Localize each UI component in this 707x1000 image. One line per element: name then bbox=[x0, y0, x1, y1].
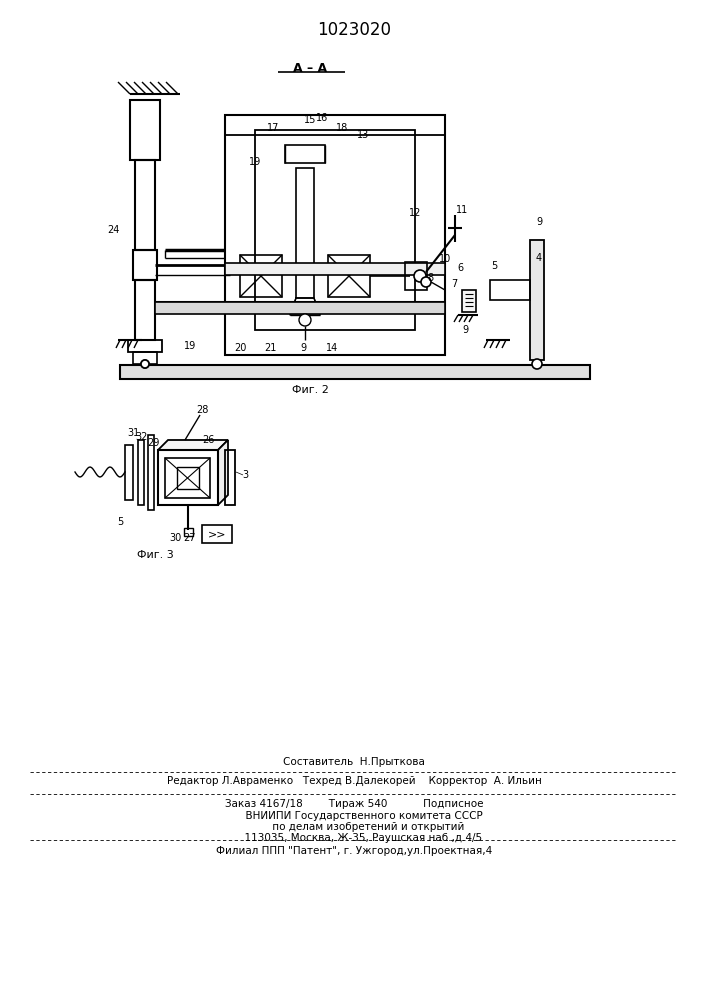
Text: 13: 13 bbox=[357, 130, 369, 140]
Bar bbox=[135, 160, 155, 250]
Text: 19: 19 bbox=[249, 157, 261, 167]
Bar bbox=[133, 352, 157, 364]
Text: 28: 28 bbox=[196, 405, 208, 415]
Text: 26: 26 bbox=[201, 435, 214, 445]
Text: Заказ 4167/18        Тираж 540           Подписное: Заказ 4167/18 Тираж 540 Подписное bbox=[225, 799, 484, 809]
Text: 16: 16 bbox=[316, 113, 328, 123]
Text: 27: 27 bbox=[184, 533, 197, 543]
Bar bbox=[255, 130, 415, 330]
Text: 9: 9 bbox=[536, 217, 542, 227]
Bar bbox=[155, 302, 445, 314]
Text: 21: 21 bbox=[264, 343, 276, 353]
Text: 3: 3 bbox=[242, 470, 248, 480]
Bar bbox=[225, 263, 445, 275]
Text: 5: 5 bbox=[491, 261, 497, 271]
Text: 5: 5 bbox=[117, 517, 123, 527]
Bar bbox=[130, 100, 160, 160]
Text: 9: 9 bbox=[462, 325, 468, 335]
Text: 17: 17 bbox=[267, 123, 279, 133]
Text: 15: 15 bbox=[304, 115, 316, 125]
Text: >>: >> bbox=[208, 529, 226, 539]
Text: 1023020: 1023020 bbox=[317, 21, 391, 39]
Text: 11: 11 bbox=[456, 205, 468, 215]
Bar bbox=[285, 145, 325, 163]
Text: Составитель  Н.Прыткова: Составитель Н.Прыткова bbox=[283, 757, 425, 767]
Bar bbox=[240, 255, 282, 297]
Bar bbox=[138, 440, 144, 505]
Text: 19: 19 bbox=[184, 341, 196, 351]
Text: Редактор Л.Авраменко   Техред В.Далекорей    Корректор  А. Ильин: Редактор Л.Авраменко Техред В.Далекорей … bbox=[167, 776, 542, 786]
Text: А – А: А – А bbox=[293, 62, 327, 75]
Text: Фиг. 2: Фиг. 2 bbox=[291, 385, 329, 395]
Text: 7: 7 bbox=[451, 279, 457, 289]
Bar bbox=[125, 445, 133, 500]
Circle shape bbox=[299, 314, 311, 326]
Text: 32: 32 bbox=[136, 432, 148, 442]
Bar bbox=[165, 458, 210, 498]
Bar bbox=[120, 365, 590, 379]
Bar bbox=[148, 435, 154, 510]
Text: 18: 18 bbox=[336, 123, 348, 133]
Text: 20: 20 bbox=[234, 343, 246, 353]
Bar bbox=[177, 467, 199, 489]
Polygon shape bbox=[158, 440, 228, 450]
Text: Фиг. 3: Фиг. 3 bbox=[136, 550, 173, 560]
Text: 8: 8 bbox=[427, 273, 433, 283]
Text: 10: 10 bbox=[439, 254, 451, 264]
Circle shape bbox=[141, 360, 149, 368]
Circle shape bbox=[532, 359, 542, 369]
Bar bbox=[128, 340, 162, 352]
Circle shape bbox=[141, 360, 149, 368]
Text: 9: 9 bbox=[300, 343, 306, 353]
Text: 24: 24 bbox=[107, 225, 119, 235]
Bar bbox=[296, 168, 314, 298]
Circle shape bbox=[421, 277, 431, 287]
Bar bbox=[530, 240, 544, 360]
Bar bbox=[184, 528, 193, 536]
Text: 12: 12 bbox=[409, 208, 421, 218]
Text: по делам изобретений и открытий: по делам изобретений и открытий bbox=[243, 822, 464, 832]
Bar bbox=[225, 450, 235, 505]
Bar bbox=[158, 450, 218, 505]
Bar bbox=[490, 280, 530, 300]
Text: 6: 6 bbox=[457, 263, 463, 273]
Text: 31: 31 bbox=[127, 428, 139, 438]
Text: 14: 14 bbox=[326, 343, 338, 353]
Bar bbox=[462, 290, 476, 312]
Bar bbox=[133, 250, 157, 280]
Text: 30: 30 bbox=[169, 533, 181, 543]
Text: ВНИИПИ Государственного комитета СССР: ВНИИПИ Государственного комитета СССР bbox=[226, 811, 482, 821]
Bar bbox=[225, 115, 445, 355]
Text: 29: 29 bbox=[147, 438, 159, 448]
Circle shape bbox=[414, 270, 426, 282]
Bar bbox=[135, 280, 155, 340]
Polygon shape bbox=[218, 440, 228, 505]
Bar bbox=[225, 115, 445, 135]
Bar bbox=[405, 262, 427, 290]
Bar bbox=[328, 255, 370, 297]
Text: Филиал ППП "Патент", г. Ужгород,ул.Проектная,4: Филиал ППП "Патент", г. Ужгород,ул.Проек… bbox=[216, 846, 492, 856]
Text: 113035, Москва, Ж-35, Раушская наб.,д.4/5: 113035, Москва, Ж-35, Раушская наб.,д.4/… bbox=[226, 833, 483, 843]
Text: 4: 4 bbox=[536, 253, 542, 263]
Bar bbox=[202, 525, 232, 543]
